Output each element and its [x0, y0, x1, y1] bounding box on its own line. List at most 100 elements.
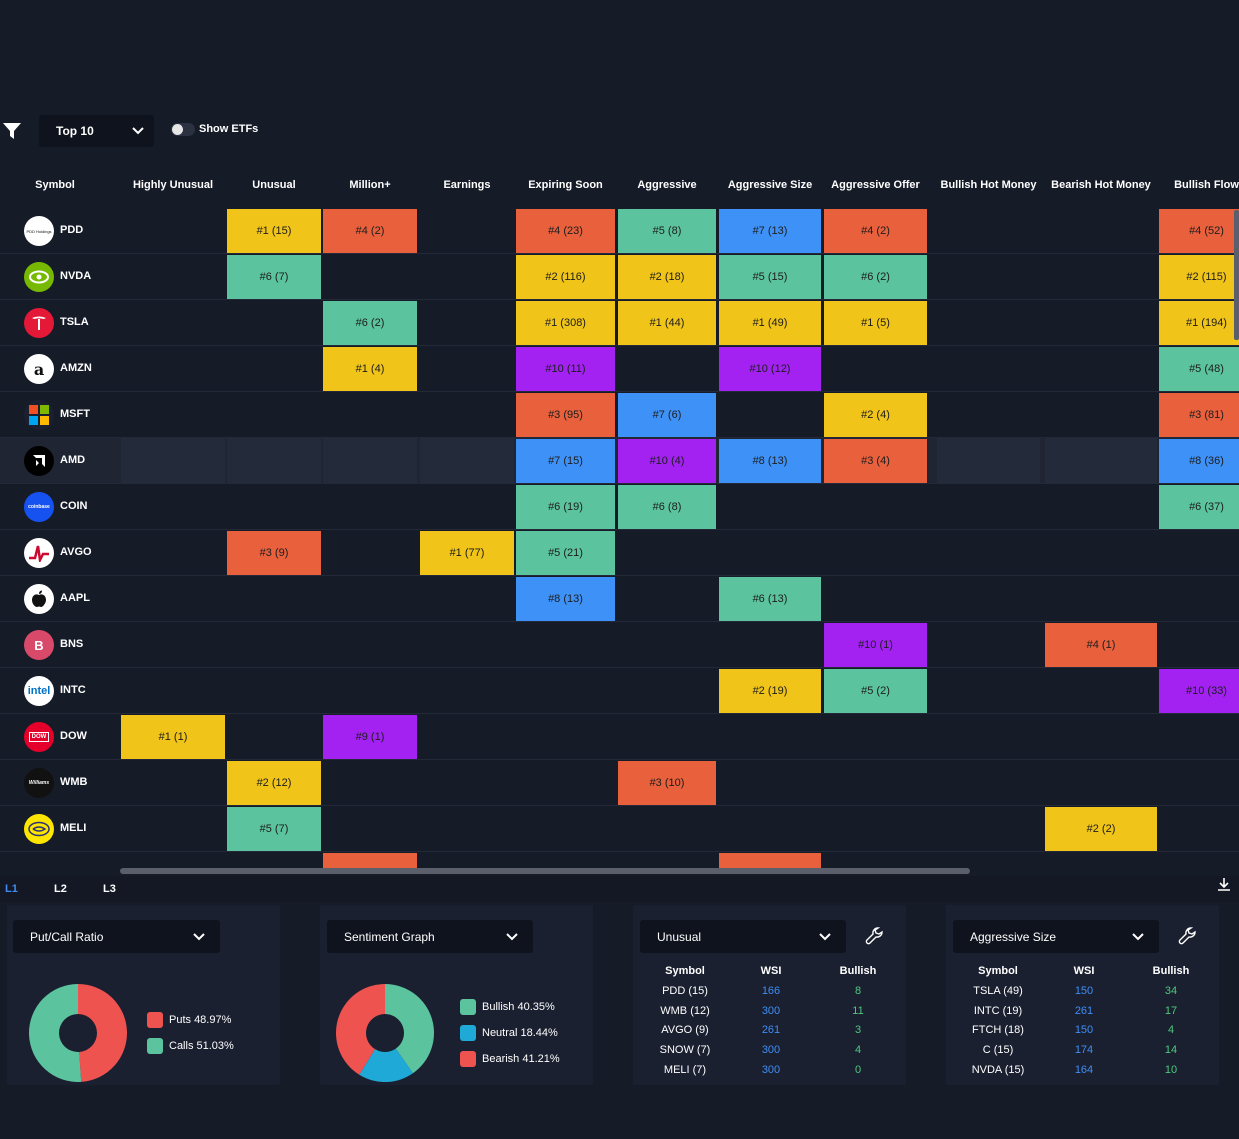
table-row-avgo[interactable]: AVGO #3 (9) #1 (77) #5 (21): [0, 530, 1239, 576]
rank-cell-earnings[interactable]: #1 (77): [420, 531, 514, 575]
mini-symbol[interactable]: MELI (7): [663, 1063, 707, 1076]
mini-symbol[interactable]: AVGO (9): [661, 1024, 709, 1037]
symbol-label[interactable]: AMD: [60, 454, 86, 466]
aggressive-size-select[interactable]: Aggressive Size: [953, 920, 1159, 953]
column-header-aggressive-size[interactable]: Aggressive Size: [727, 179, 813, 191]
rank-cell-bearish-hot-money[interactable]: #2 (2): [1045, 807, 1157, 851]
symbol-label[interactable]: AVGO: [60, 546, 92, 558]
column-header-expiring-soon[interactable]: Expiring Soon: [528, 179, 603, 191]
column-header-bearish-hot-money[interactable]: Bearish Hot Money: [1051, 179, 1151, 191]
rank-cell-aggressive-offer[interactable]: #1 (5): [824, 301, 927, 345]
unusual-select[interactable]: Unusual: [640, 920, 846, 953]
rank-cell-aggressive-size[interactable]: #6 (13): [719, 577, 821, 621]
column-header-earnings[interactable]: Earnings: [443, 179, 491, 191]
rank-cell-aggressive[interactable]: #7 (6): [618, 393, 716, 437]
mini-header-wsi[interactable]: WSI: [1073, 965, 1095, 977]
rank-cell-aggressive-offer[interactable]: #6 (2): [824, 255, 927, 299]
table-row-msft[interactable]: MSFT #3 (95) #7 (6) #2 (4) #3 (81): [0, 392, 1239, 438]
rank-cell-unusual[interactable]: #6 (7): [227, 255, 321, 299]
table-row-coin[interactable]: coinbase COIN #6 (19) #6 (8) #6 (37): [0, 484, 1239, 530]
symbol-label[interactable]: BNS: [60, 638, 84, 650]
column-header-unusual[interactable]: Unusual: [252, 179, 296, 191]
mini-symbol[interactable]: WMB (12): [660, 1004, 710, 1017]
rank-cell-expiring-soon[interactable]: #5 (21): [516, 531, 615, 575]
rank-cell-expiring-soon[interactable]: #3 (95): [516, 393, 615, 437]
mini-symbol[interactable]: FTCH (18): [972, 1024, 1024, 1037]
table-row-dow[interactable]: DOW DOW #1 (1) #9 (1): [0, 714, 1239, 760]
column-header-highly-unusual[interactable]: Highly Unusual: [132, 179, 214, 191]
rank-cell-aggressive-size[interactable]: #10 (12): [719, 347, 821, 391]
symbol-label[interactable]: MELI: [60, 822, 87, 834]
symbol-label[interactable]: INTC: [60, 684, 86, 696]
tab-l2[interactable]: L2: [54, 883, 67, 895]
rank-cell-unusual[interactable]: #2 (12): [227, 761, 321, 805]
table-row-nvda[interactable]: NVDA #6 (7) #2 (116) #2 (18) #5 (15) #6 (2) #2…: [0, 254, 1239, 300]
rank-cell-million[interactable]: #9 (1): [323, 715, 417, 759]
table-row-wmb[interactable]: Williams WMB #2 (12) #3 (10): [0, 760, 1239, 806]
table-row-amd[interactable]: AMD #7 (15) #10 (4) #8 (13) #3 (4) #8 (36): [0, 438, 1239, 484]
table-row-amzn[interactable]: a AMZN #1 (4) #10 (11) #10 (12) #5 (48): [0, 346, 1239, 392]
symbol-label[interactable]: PDD: [60, 224, 84, 236]
mini-symbol[interactable]: INTC (19): [973, 1004, 1023, 1017]
rank-cell-aggressive-size[interactable]: #1 (49): [719, 301, 821, 345]
rank-cell-aggressive-size[interactable]: #8 (13): [719, 439, 821, 483]
symbol-label[interactable]: TSLA: [60, 316, 89, 328]
rank-cell-bullish-flow[interactable]: #5 (48): [1159, 347, 1239, 391]
mini-symbol[interactable]: NVDA (15): [971, 1063, 1025, 1076]
rank-cell-aggressive-offer[interactable]: #2 (4): [824, 393, 927, 437]
rank-cell-aggressive-offer[interactable]: #3 (4): [824, 439, 927, 483]
table-row-aapl[interactable]: AAPL #8 (13) #6 (13): [0, 576, 1239, 622]
column-header-million[interactable]: Million+: [349, 179, 391, 191]
sentiment-select[interactable]: Sentiment Graph: [327, 920, 533, 953]
rank-cell-million[interactable]: #6 (2): [323, 301, 417, 345]
table-row-pdd[interactable]: PDD Holdings PDD #1 (15) #4 (2) #4 (23) #5 (8…: [0, 208, 1239, 254]
table-row-meli[interactable]: MELI #5 (7) #2 (2): [0, 806, 1239, 852]
rank-cell-expiring-soon[interactable]: #1 (308): [516, 301, 615, 345]
symbol-label[interactable]: AAPL: [60, 592, 90, 604]
table-row-intc[interactable]: intel INTC #2 (19) #5 (2) #10 (33): [0, 668, 1239, 714]
mini-header-wsi[interactable]: WSI: [760, 965, 782, 977]
symbol-label[interactable]: AMZN: [60, 362, 92, 374]
rank-cell-highly-unusual[interactable]: #1 (1): [121, 715, 225, 759]
table-row-bns[interactable]: B BNS #10 (1) #4 (1): [0, 622, 1239, 668]
rank-cell-aggressive[interactable]: #6 (8): [618, 485, 716, 529]
rank-cell-bullish-flow[interactable]: #10 (33): [1159, 669, 1239, 713]
symbol-label[interactable]: COIN: [60, 500, 88, 512]
mini-header-bullish[interactable]: Bullish: [839, 965, 877, 977]
horizontal-scrollbar[interactable]: [120, 868, 970, 874]
rank-cell-aggressive-size[interactable]: #2 (19): [719, 669, 821, 713]
rank-cell-aggressive-offer[interactable]: #10 (1): [824, 623, 927, 667]
filter-icon[interactable]: [3, 123, 21, 139]
mini-symbol[interactable]: TSLA (49): [973, 985, 1023, 997]
rank-cell-aggressive-size[interactable]: #5 (15): [719, 255, 821, 299]
download-icon[interactable]: [1217, 877, 1231, 891]
mini-symbol[interactable]: SNOW (7): [659, 1044, 711, 1057]
rank-cell-aggressive-offer[interactable]: #4 (2): [824, 209, 927, 253]
rank-cell-expiring-soon[interactable]: #8 (13): [516, 577, 615, 621]
vertical-scrollbar[interactable]: [1234, 210, 1239, 340]
rank-cell-aggressive[interactable]: #2 (18): [618, 255, 716, 299]
rank-cell-bullish-flow[interactable]: #1 (194): [1159, 301, 1239, 345]
put-call-select[interactable]: Put/Call Ratio: [13, 920, 220, 953]
rank-cell-expiring-soon[interactable]: #4 (23): [516, 209, 615, 253]
mini-symbol[interactable]: C (15): [982, 1044, 1014, 1057]
tab-l3[interactable]: L3: [103, 883, 116, 895]
rank-cell-bullish-flow[interactable]: #2 (115): [1159, 255, 1239, 299]
rank-cell-bullish-flow[interactable]: #8 (36): [1159, 439, 1239, 483]
rank-cell-bullish-flow[interactable]: #3 (81): [1159, 393, 1239, 437]
column-header-symbol[interactable]: Symbol: [35, 179, 75, 191]
mini-header-symbol[interactable]: Symbol: [978, 965, 1018, 977]
mini-symbol[interactable]: PDD (15): [662, 985, 708, 997]
symbol-label[interactable]: MSFT: [60, 408, 90, 420]
rank-cell-expiring-soon[interactable]: #6 (19): [516, 485, 615, 529]
rank-cell-unusual[interactable]: #5 (7): [227, 807, 321, 851]
rank-cell-unusual[interactable]: #1 (15): [227, 209, 321, 253]
rank-cell-aggressive[interactable]: #1 (44): [618, 301, 716, 345]
rank-cell-aggressive-offer[interactable]: #5 (2): [824, 669, 927, 713]
symbol-label[interactable]: DOW: [60, 730, 87, 742]
symbol-label[interactable]: NVDA: [60, 270, 92, 282]
rank-cell-bullish-flow[interactable]: #4 (52): [1159, 209, 1239, 253]
rank-cell-million[interactable]: #1 (4): [323, 347, 417, 391]
rank-cell-expiring-soon[interactable]: #7 (15): [516, 439, 615, 483]
rank-cell-bullish-flow[interactable]: #6 (37): [1159, 485, 1239, 529]
